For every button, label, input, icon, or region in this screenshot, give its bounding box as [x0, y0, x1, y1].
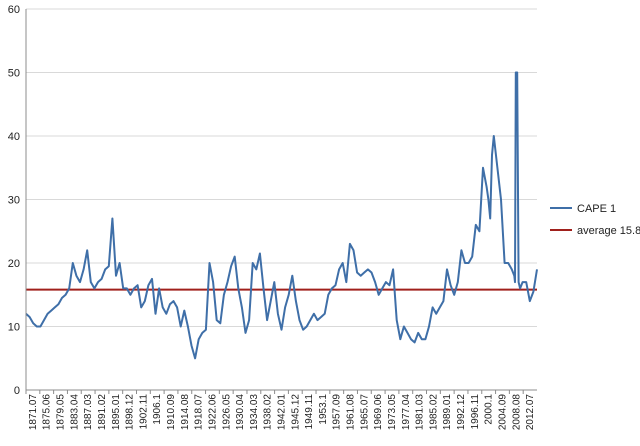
- x-tick-label: 1918.07: [194, 394, 205, 431]
- x-tick-label: 1938.02: [263, 394, 274, 431]
- x-tick-label: 1945.12: [290, 394, 301, 431]
- x-tick-label: 1871.07: [28, 394, 39, 431]
- y-tick-label: 40: [8, 131, 20, 143]
- x-tick-label: 2012.07: [525, 394, 536, 431]
- x-tick-label: 1969.06: [373, 394, 384, 431]
- gridlines: [26, 8, 537, 327]
- x-tick-label: 1965.07: [359, 394, 370, 431]
- legend: CAPE 1 average 15.8: [550, 203, 640, 237]
- x-tick-label: 1906.1: [152, 394, 163, 425]
- x-tick-label: 1961.08: [346, 394, 357, 431]
- series-layer: [25, 71, 538, 360]
- legend-label-cape: CAPE 1: [577, 203, 616, 215]
- x-tick-label: 1879.05: [56, 394, 67, 431]
- x-tick-label: 1910.09: [166, 394, 177, 431]
- x-tick-label: 1926.05: [221, 394, 232, 431]
- x-tick-label: 1883.04: [69, 394, 80, 431]
- x-tick-label: 2000.1: [484, 394, 495, 425]
- x-tick-label: 1887.03: [83, 394, 94, 431]
- x-tick-label: 1898.12: [125, 394, 136, 431]
- x-tick-label: 1902.11: [138, 394, 149, 430]
- x-tick-label: 2008.08: [511, 394, 522, 431]
- x-tick-label: 1914.08: [180, 394, 191, 431]
- y-tick-label: 30: [8, 195, 20, 207]
- x-tick-label: 1989.01: [442, 394, 453, 431]
- x-tick-label: 1992.12: [456, 394, 467, 431]
- legend-label-average: average 15.8: [577, 225, 640, 237]
- x-tick-label: 1973.05: [387, 394, 398, 431]
- x-tick-label: 1949.11: [304, 394, 315, 430]
- axes: [25, 9, 537, 394]
- x-tick-label: 1996.11: [470, 394, 481, 430]
- x-tick-labels: 1871.07 1875.06 1879.05 1883.04 1887.03 1891.…: [28, 394, 536, 431]
- y-tick-label: 50: [8, 68, 20, 80]
- y-tick-label: 10: [8, 322, 20, 334]
- cape-series-line: [25, 71, 538, 360]
- y-tick-labels: 0 10 20 30 40 50 60: [8, 4, 20, 397]
- x-tick-label: 1875.06: [42, 394, 53, 431]
- x-tick-label: 1891.02: [97, 394, 108, 431]
- x-tick-label: 1922.06: [207, 394, 218, 431]
- x-tick-label: 1934.03: [249, 394, 260, 431]
- y-tick-label: 0: [14, 385, 20, 397]
- x-tick-label: 1981.03: [415, 394, 426, 431]
- x-tick-label: 1977.04: [401, 394, 412, 431]
- x-tick-label: 1985.02: [428, 394, 439, 431]
- x-tick-label: 1942.01: [277, 394, 288, 431]
- x-tick-label: 1930.04: [235, 394, 246, 431]
- y-tick-label: 60: [8, 4, 20, 16]
- x-tick-label: 1895.01: [111, 394, 122, 431]
- x-tick-label: 1957.09: [332, 394, 343, 431]
- x-tick-label: 2004.09: [497, 394, 508, 431]
- y-tick-label: 20: [8, 258, 20, 270]
- x-tick-label: 1953.1: [318, 394, 329, 425]
